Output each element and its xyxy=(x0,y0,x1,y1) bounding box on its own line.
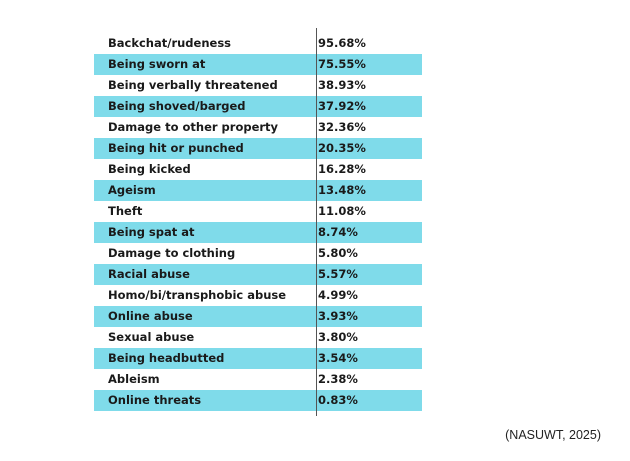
row-value: 8.74% xyxy=(318,225,358,239)
row-label: Ageism xyxy=(108,183,156,197)
row-value: 3.93% xyxy=(318,309,358,323)
table-row: Ableism 2.38% xyxy=(94,369,422,390)
row-label: Online abuse xyxy=(108,309,193,323)
row-value: 37.92% xyxy=(318,99,366,113)
table-row: Racial abuse 5.57% xyxy=(94,264,422,285)
row-value: 20.35% xyxy=(318,141,366,155)
row-label: Theft xyxy=(108,204,143,218)
table-row: Sexual abuse 3.80% xyxy=(94,327,422,348)
row-value: 75.55% xyxy=(318,57,366,71)
row-label: Backchat/rudeness xyxy=(108,36,232,50)
table-row: Being hit or punched 20.35% xyxy=(94,138,422,159)
row-label: Racial abuse xyxy=(108,267,190,281)
row-value: 5.80% xyxy=(318,246,358,260)
row-label: Online threats xyxy=(108,393,202,407)
row-label: Homo/bi/transphobic abuse xyxy=(108,288,287,302)
row-value: 38.93% xyxy=(318,78,366,92)
table-row: Online threats 0.83% xyxy=(94,390,422,411)
row-label: Being hit or punched xyxy=(108,141,244,155)
row-value: 3.80% xyxy=(318,330,358,344)
row-label: Being headbutted xyxy=(108,351,225,365)
row-value: 3.54% xyxy=(318,351,358,365)
table-row: Being sworn at 75.55% xyxy=(94,54,422,75)
row-value: 11.08% xyxy=(318,204,366,218)
row-label: Ableism xyxy=(108,372,160,386)
row-value: 4.99% xyxy=(318,288,358,302)
row-value: 95.68% xyxy=(318,36,366,50)
table-row: Being kicked 16.28% xyxy=(94,159,422,180)
table-row: Damage to other property 32.36% xyxy=(94,117,422,138)
row-label: Being verbally threatened xyxy=(108,78,278,92)
row-value: 2.38% xyxy=(318,372,358,386)
row-value: 13.48% xyxy=(318,183,366,197)
row-value: 5.57% xyxy=(318,267,358,281)
table-row: Being spat at 8.74% xyxy=(94,222,422,243)
table-row: Being shoved/barged 37.92% xyxy=(94,96,422,117)
data-table: Backchat/rudeness 95.68% Being sworn at 75.… xyxy=(94,33,422,411)
row-label: Sexual abuse xyxy=(108,330,195,344)
source-citation: (NASUWT, 2025) xyxy=(505,428,601,442)
table-row: Being headbutted 3.54% xyxy=(94,348,422,369)
row-value: 32.36% xyxy=(318,120,366,134)
row-value: 16.28% xyxy=(318,162,366,176)
table-row: Homo/bi/transphobic abuse 4.99% xyxy=(94,285,422,306)
table-row: Damage to clothing 5.80% xyxy=(94,243,422,264)
table-row: Backchat/rudeness 95.68% xyxy=(94,33,422,54)
row-label: Being kicked xyxy=(108,162,191,176)
row-label: Being sworn at xyxy=(108,57,206,71)
row-label: Being shoved/barged xyxy=(108,99,246,113)
table-row: Theft 11.08% xyxy=(94,201,422,222)
row-label: Being spat at xyxy=(108,225,195,239)
table-row: Being verbally threatened 38.93% xyxy=(94,75,422,96)
table-row: Ageism 13.48% xyxy=(94,180,422,201)
table-row: Online abuse 3.93% xyxy=(94,306,422,327)
row-label: Damage to clothing xyxy=(108,246,236,260)
row-value: 0.83% xyxy=(318,393,358,407)
column-divider xyxy=(316,28,317,416)
row-label: Damage to other property xyxy=(108,120,279,134)
